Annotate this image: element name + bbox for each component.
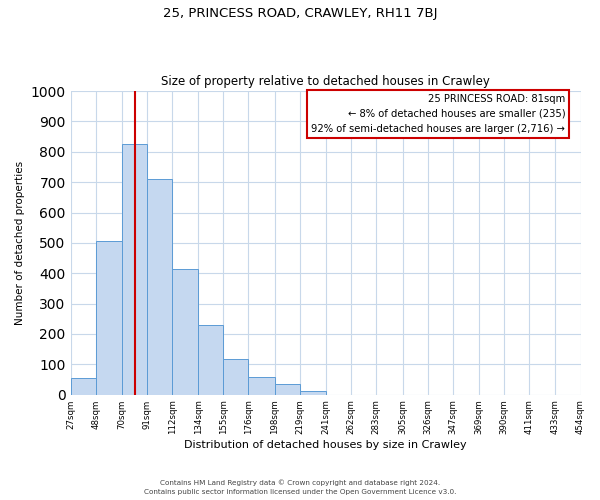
Bar xyxy=(147,179,172,394)
Bar xyxy=(71,378,95,394)
Text: 25 PRINCESS ROAD: 81sqm
← 8% of detached houses are smaller (235)
92% of semi-de: 25 PRINCESS ROAD: 81sqm ← 8% of detached… xyxy=(311,94,565,134)
Bar xyxy=(275,384,300,394)
Text: Contains HM Land Registry data © Crown copyright and database right 2024.
Contai: Contains HM Land Registry data © Crown c… xyxy=(144,480,456,495)
Text: 25, PRINCESS ROAD, CRAWLEY, RH11 7BJ: 25, PRINCESS ROAD, CRAWLEY, RH11 7BJ xyxy=(163,8,437,20)
Title: Size of property relative to detached houses in Crawley: Size of property relative to detached ho… xyxy=(161,76,490,88)
Bar xyxy=(95,242,122,394)
Bar xyxy=(199,325,223,394)
Y-axis label: Number of detached properties: Number of detached properties xyxy=(15,161,25,325)
Bar xyxy=(122,144,147,395)
Bar xyxy=(248,378,275,394)
Bar xyxy=(300,391,326,394)
X-axis label: Distribution of detached houses by size in Crawley: Distribution of detached houses by size … xyxy=(184,440,467,450)
Bar xyxy=(223,359,248,394)
Bar xyxy=(172,268,199,394)
